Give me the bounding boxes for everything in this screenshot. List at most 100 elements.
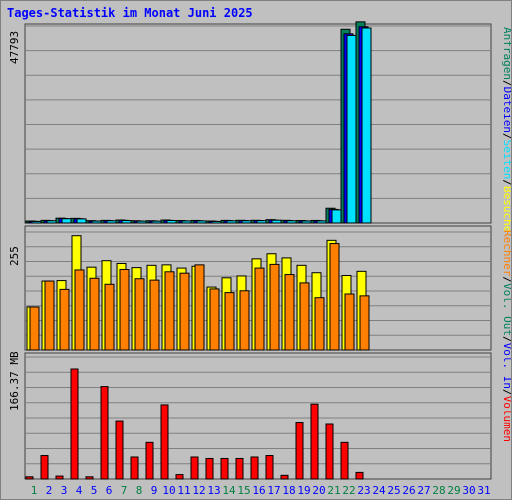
x-tick-label: 5 [91, 484, 98, 497]
bar-volumen [100, 386, 109, 480]
bar-rechner [89, 277, 100, 351]
bar-volumen [55, 475, 64, 480]
bar-seiten [286, 220, 297, 224]
legend-volumen: Volumen [501, 396, 511, 442]
bar-volumen [175, 474, 184, 480]
x-tick-label: 3 [61, 484, 68, 497]
x-tick-label: 1 [31, 484, 38, 497]
x-tick-label: 11 [177, 484, 190, 497]
x-tick-label: 9 [151, 484, 158, 497]
legend-separator: / [501, 179, 511, 186]
x-tick-label: 12 [192, 484, 205, 497]
legend-dateien: Dateien [501, 87, 511, 133]
x-tick-label: 4 [76, 484, 83, 497]
legend-rechner: Rechner [501, 230, 511, 277]
bar-rechner [239, 290, 250, 351]
bar-seiten [166, 220, 177, 224]
legend-separator: / [501, 336, 511, 343]
bar-volumen [25, 476, 34, 480]
bar-volumen [190, 456, 199, 480]
legend-anfragen: Anfragen [501, 27, 511, 80]
bar-volumen [115, 420, 124, 480]
bar-seiten [151, 220, 162, 224]
legend-bottom: Rechner/Vol. Out/Vol. In/Volumen [501, 230, 511, 442]
bar-volumen [160, 404, 169, 480]
x-tick-label: 31 [477, 484, 490, 497]
x-tick-label: 24 [372, 484, 386, 497]
plot-area [24, 23, 492, 224]
legend-separator: / [501, 80, 511, 87]
bar-rechner [44, 280, 55, 351]
y-max-label: 47793 [8, 31, 21, 64]
bar-seiten [331, 209, 342, 224]
panel-hits: 47793 [8, 21, 492, 224]
bar-rechner [74, 269, 85, 351]
x-tick-label: 22 [342, 484, 355, 497]
panel-volume: 166.37 MB [8, 351, 492, 480]
bar-seiten [31, 220, 42, 224]
bar-volumen [85, 476, 94, 480]
legend-separator: / [501, 133, 511, 140]
x-tick-label: 2 [46, 484, 53, 497]
bar-volumen [280, 474, 289, 480]
chart-title: Tages-Statistik im Monat Juni 2025 [7, 6, 253, 20]
bar-seiten [91, 220, 102, 224]
bar-seiten [211, 220, 222, 224]
x-tick-label: 21 [327, 484, 340, 497]
bar-volumen [220, 457, 229, 480]
bar-seiten [46, 220, 57, 224]
bar-rechner [149, 279, 160, 351]
bar-volumen [355, 471, 364, 480]
bar-volumen [40, 455, 49, 480]
bar-rechner [194, 264, 205, 351]
bar-rechner [164, 271, 175, 351]
bar-seiten [361, 27, 372, 224]
legend-top: Anfragen/Dateien/Seiten/Besuche [501, 27, 511, 232]
legend-seiten: Seiten [501, 140, 511, 180]
bar-volumen [205, 457, 214, 480]
x-tick-label: 7 [121, 484, 128, 497]
bar-rechner [29, 306, 40, 351]
x-tick-label: 16 [252, 484, 265, 497]
x-tick-label: 25 [387, 484, 400, 497]
x-tick-label: 13 [207, 484, 220, 497]
bar-volumen [295, 422, 304, 480]
x-tick-label: 15 [237, 484, 250, 497]
bar-seiten [346, 34, 357, 224]
bar-rechner [359, 295, 370, 351]
y-max-label: 255 [8, 246, 21, 266]
bar-seiten [121, 220, 132, 224]
panel-visits: 255 [8, 225, 492, 351]
bar-volumen [250, 456, 259, 480]
x-tick-label: 29 [447, 484, 460, 497]
y-max-label: 166.37 MB [8, 351, 21, 411]
bar-seiten [271, 219, 282, 224]
x-tick-label: 14 [222, 484, 236, 497]
bar-seiten [226, 220, 237, 224]
bar-seiten [106, 220, 117, 224]
bar-rechner [179, 272, 190, 351]
x-tick-label: 6 [106, 484, 113, 497]
bar-volumen [325, 423, 334, 480]
bar-volumen [265, 455, 274, 480]
x-tick-label: 23 [357, 484, 370, 497]
x-tick-label: 19 [297, 484, 310, 497]
bar-volumen [235, 457, 244, 480]
x-tick-label: 20 [312, 484, 325, 497]
bar-volumen [70, 368, 79, 480]
bar-rechner [104, 283, 115, 351]
bar-rechner [344, 293, 355, 351]
bar-volumen [340, 441, 349, 480]
bar-seiten [181, 220, 192, 224]
bar-rechner [299, 282, 310, 351]
bar-seiten [316, 220, 327, 224]
bar-rechner [134, 278, 145, 351]
bar-volumen [130, 456, 139, 480]
bar-rechner [224, 292, 235, 351]
x-tick-label: 18 [282, 484, 295, 497]
bar-rechner [209, 288, 220, 351]
x-tick-label: 27 [417, 484, 430, 497]
legend-vol-in: Vol. In [501, 343, 511, 389]
